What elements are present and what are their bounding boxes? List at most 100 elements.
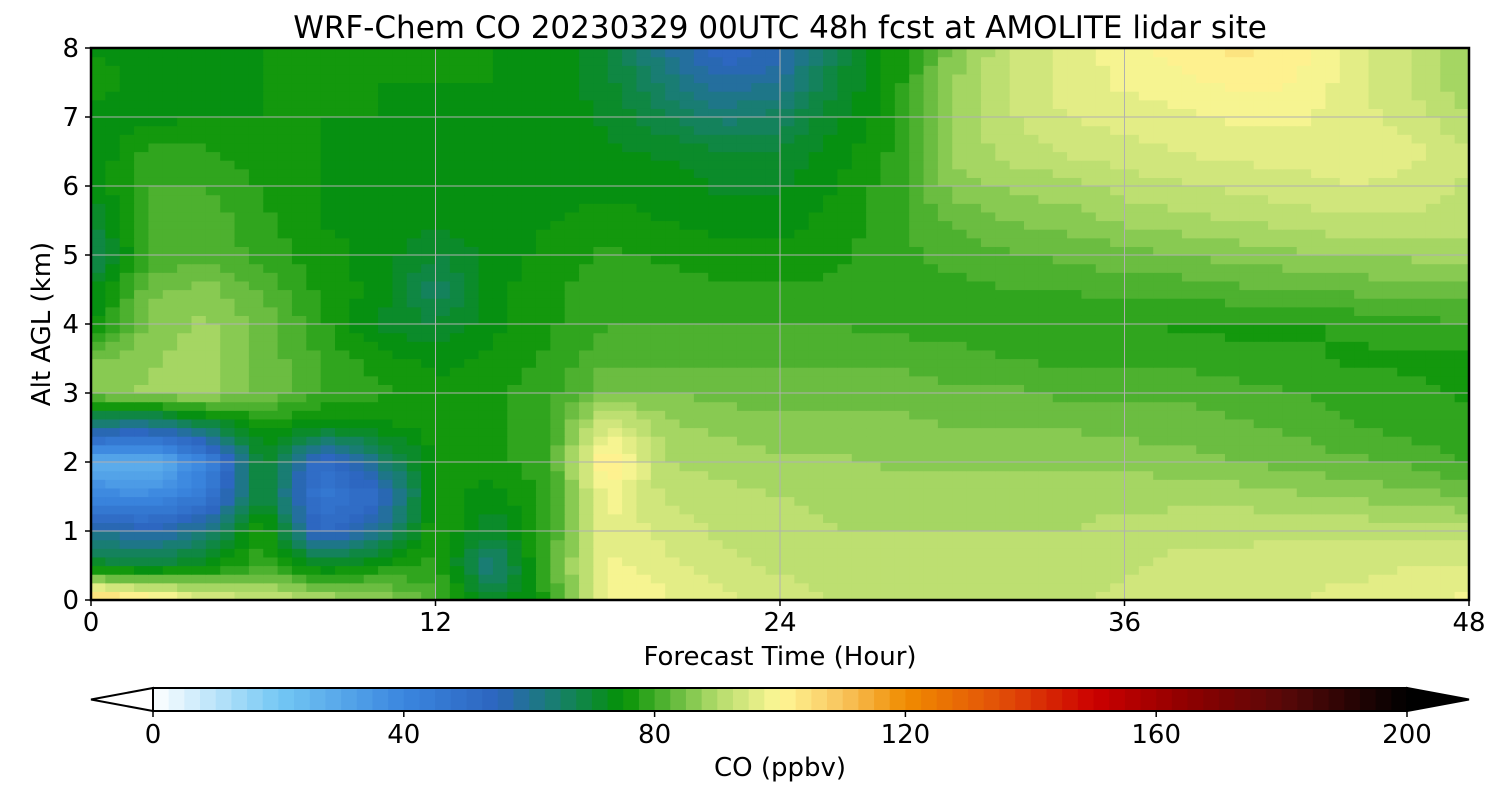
- heatmap-cell: [995, 341, 1011, 351]
- heatmap-cell: [1425, 513, 1441, 523]
- heatmap-cell: [780, 591, 795, 601]
- heatmap-cell: [1354, 513, 1370, 523]
- heatmap-cell: [1009, 289, 1025, 299]
- heatmap-cell: [191, 479, 207, 489]
- heatmap-cell: [1224, 591, 1240, 601]
- heatmap-cell: [535, 453, 551, 463]
- heatmap-cell: [794, 384, 810, 394]
- heatmap-cell: [593, 591, 609, 601]
- heatmap-cell: [1167, 306, 1183, 316]
- heatmap-cell: [650, 470, 666, 480]
- heatmap-cell: [349, 358, 365, 368]
- heatmap-cell: [320, 367, 336, 377]
- heatmap-cell: [1440, 341, 1456, 351]
- heatmap-cell: [1181, 453, 1197, 463]
- heatmap-cell: [1081, 375, 1097, 385]
- heatmap-cell: [1009, 444, 1025, 454]
- heatmap-cell: [1282, 177, 1298, 187]
- heatmap-cell: [1454, 151, 1470, 161]
- heatmap-cell: [248, 229, 264, 239]
- heatmap-cell: [808, 203, 824, 213]
- heatmap-cell: [1440, 358, 1456, 368]
- heatmap-cell: [1124, 160, 1140, 170]
- heatmap-cell: [1210, 401, 1226, 411]
- heatmap-cell: [1024, 505, 1039, 515]
- heatmap-cell: [1368, 539, 1384, 549]
- heatmap-cell: [291, 168, 307, 178]
- heatmap-cell: [1167, 263, 1183, 273]
- heatmap-cell: [1081, 418, 1097, 429]
- heatmap-cell: [91, 367, 106, 377]
- heatmap-cell: [277, 470, 293, 480]
- heatmap-cell: [521, 315, 537, 325]
- heatmap-cell: [722, 367, 738, 377]
- heatmap-cell: [1024, 393, 1039, 403]
- heatmap-cell: [263, 186, 279, 196]
- heatmap-cell: [91, 280, 106, 291]
- heatmap-cell: [952, 418, 968, 429]
- heatmap-cell: [521, 280, 537, 291]
- heatmap-cell: [134, 410, 150, 420]
- heatmap-cell: [937, 401, 953, 411]
- heatmap-cell: [277, 341, 293, 351]
- heatmap-cell: [980, 401, 996, 411]
- heatmap-cell: [1138, 229, 1154, 239]
- heatmap-cell: [1153, 574, 1169, 584]
- heatmap-cell: [392, 548, 408, 558]
- heatmap-cell: [1325, 531, 1341, 541]
- heatmap-cell: [378, 444, 394, 454]
- heatmap-cell: [1124, 237, 1140, 247]
- heatmap-cell: [1339, 401, 1355, 411]
- heatmap-cell: [1138, 306, 1154, 316]
- heatmap-cell: [693, 220, 709, 230]
- heatmap-cell: [220, 548, 236, 558]
- heatmap-cell: [291, 418, 307, 429]
- heatmap-cell: [622, 272, 638, 282]
- heatmap-cell: [693, 151, 709, 161]
- heatmap-cell: [880, 367, 896, 377]
- heatmap-cell: [134, 246, 150, 256]
- heatmap-cell: [1024, 539, 1039, 549]
- heatmap-cell: [291, 556, 307, 567]
- heatmap-cell: [708, 436, 724, 446]
- heatmap-cell: [478, 591, 494, 601]
- heatmap-cell: [177, 496, 193, 506]
- heatmap-cell: [1196, 401, 1212, 411]
- heatmap-cell: [980, 160, 996, 170]
- heatmap-cell: [1296, 479, 1312, 489]
- heatmap-cell: [622, 410, 638, 420]
- heatmap-cell: [320, 444, 336, 454]
- heatmap-cell: [521, 289, 537, 299]
- heatmap-cell: [248, 539, 264, 549]
- heatmap-cell: [693, 263, 709, 273]
- heatmap-cell: [1196, 263, 1212, 273]
- heatmap-cell: [335, 177, 350, 187]
- heatmap-cell: [722, 332, 738, 342]
- heatmap-cell: [1239, 453, 1255, 463]
- heatmap-cell: [736, 556, 752, 567]
- heatmap-cell: [1397, 298, 1413, 308]
- heatmap-cell: [234, 539, 250, 549]
- heatmap-cell: [736, 565, 752, 575]
- heatmap-cell: [636, 315, 652, 325]
- heatmap-cell: [535, 522, 551, 532]
- heatmap-cell: [435, 384, 451, 394]
- heatmap-cell: [492, 324, 508, 334]
- heatmap-cell: [894, 384, 910, 394]
- heatmap-cell: [665, 479, 681, 489]
- heatmap-cell: [808, 531, 824, 541]
- heatmap-cell: [335, 444, 350, 454]
- heatmap-cell: [1411, 548, 1427, 558]
- heatmap-cell: [449, 160, 465, 170]
- heatmap-cell: [1339, 531, 1355, 541]
- heatmap-cell: [1095, 263, 1111, 273]
- heatmap-cell: [952, 401, 968, 411]
- heatmap-cell: [191, 341, 207, 351]
- heatmap-cell: [291, 470, 307, 480]
- heatmap-cell: [693, 453, 709, 463]
- heatmap-cell: [823, 151, 839, 161]
- heatmap-cell: [665, 591, 681, 601]
- heatmap-cell: [535, 487, 551, 498]
- heatmap-cell: [636, 177, 652, 187]
- heatmap-cell: [335, 436, 350, 446]
